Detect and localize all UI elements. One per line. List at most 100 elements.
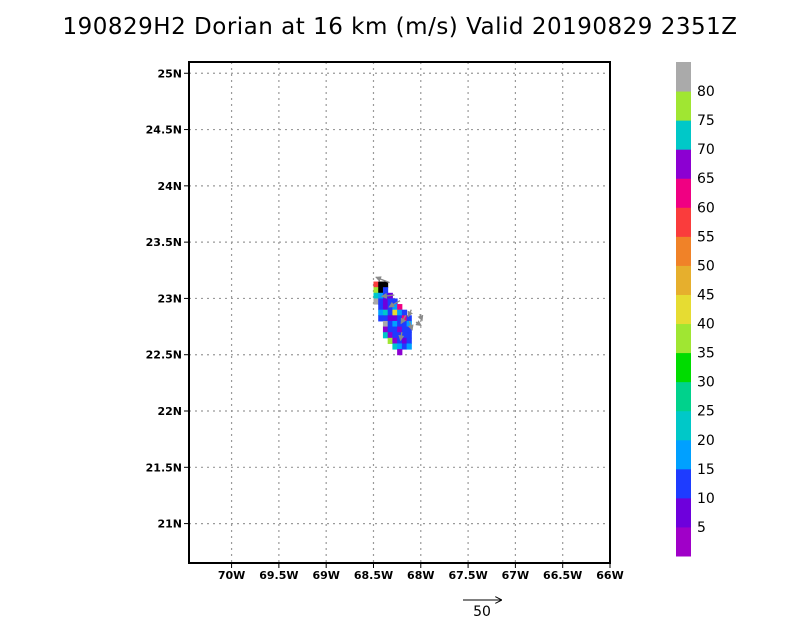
x-tick-label: 66W xyxy=(596,569,623,582)
x-tick-label: 69W xyxy=(312,569,339,582)
wind-speed-cell xyxy=(397,320,403,328)
colorbar-segment xyxy=(676,149,691,179)
wind-speed-cell xyxy=(392,343,398,350)
wind-vector-arrow xyxy=(415,320,422,327)
colorbar-segment xyxy=(676,410,691,441)
wind-speed-cell xyxy=(401,309,408,316)
wind-vector-arrow xyxy=(407,320,414,331)
plot-frame xyxy=(188,61,611,564)
wind-speed-cell xyxy=(392,337,398,344)
colorbar-segment xyxy=(676,178,691,208)
wind-speed-cell xyxy=(382,309,389,316)
y-tick-label: 21N xyxy=(157,518,182,531)
wind-speed-cell xyxy=(382,315,389,322)
x-tick-label: 70W xyxy=(218,569,245,582)
colorbar-segment xyxy=(676,62,691,92)
colorbar-segment xyxy=(676,497,691,528)
wind-speed-cell xyxy=(373,292,379,299)
wind-vector-arrow xyxy=(398,332,405,342)
wind-speed-cell xyxy=(401,326,408,333)
colorbar-label: 45 xyxy=(697,287,715,303)
wind-speed-cell xyxy=(382,326,389,333)
colorbar-label: 80 xyxy=(697,84,715,100)
wind-speed-cell xyxy=(378,309,384,316)
x-axis-ticks: 70W 69.5W 69W 68.5W 68W 67.5W 67W 66.5W 66W xyxy=(218,563,624,582)
wind-speed-cell xyxy=(382,332,389,339)
y-tick-label: 25N xyxy=(157,67,182,80)
colorbar-label: 10 xyxy=(697,491,715,507)
wind-speed-cell xyxy=(378,304,384,311)
colorbar-segment xyxy=(676,439,691,470)
wind-speed-cell xyxy=(397,343,403,350)
x-tick-label: 68W xyxy=(407,569,434,582)
colorbar-segment xyxy=(676,381,691,412)
wind-speed-cell xyxy=(387,332,393,339)
y-tick-label: 22N xyxy=(157,405,182,418)
x-tick-label: 68.5W xyxy=(354,569,393,582)
y-axis-ticks: 25N 24.5N 24N 23.5N 23N 22.5N 22N 21.5N 21N xyxy=(146,67,189,531)
y-tick-label: 23N xyxy=(157,292,182,305)
reference-vector: 50 xyxy=(463,600,501,618)
wind-speed-cell xyxy=(397,309,403,316)
chart-title: 190829H2 Dorian at 16 km (m/s) Valid 201… xyxy=(62,14,738,40)
y-tick-label: 24.5N xyxy=(146,124,182,137)
colorbar-segment xyxy=(676,265,691,295)
wind-speed-cell xyxy=(406,315,412,322)
wind-speed-cell xyxy=(382,304,389,311)
wind-speed-cell xyxy=(387,298,393,305)
wind-speed-cell xyxy=(397,337,403,344)
wind-speed-cell xyxy=(392,298,398,305)
x-tick-label: 67.5W xyxy=(448,569,487,582)
wind-speed-cell xyxy=(406,337,412,344)
colorbar-segment xyxy=(676,294,691,325)
wind-vector-arrow xyxy=(375,276,390,284)
colorbar-segment xyxy=(676,352,691,383)
wind-speed-cell xyxy=(387,320,393,328)
wind-speed-cell xyxy=(401,337,408,344)
colorbar: 5 10 15 20 25 30 35 40 45 50 55 60 65 70 75 80 xyxy=(676,62,715,557)
y-tick-label: 23.5N xyxy=(146,236,182,249)
colorbar-label: 30 xyxy=(697,375,715,391)
wind-speed-cell xyxy=(382,320,389,328)
wind-speed-cell xyxy=(382,287,389,294)
reference-vector-label: 50 xyxy=(473,604,491,618)
wind-speed-cell xyxy=(387,309,393,316)
colorbar-label: 25 xyxy=(697,404,715,420)
wind-speed-cells xyxy=(373,281,412,356)
wind-speed-cell xyxy=(392,309,398,316)
colorbar-segment xyxy=(676,526,691,557)
wind-speed-cell xyxy=(392,315,398,322)
colorbar-label: 55 xyxy=(697,229,715,245)
wind-speed-cell xyxy=(378,281,384,288)
y-tick-label: 24N xyxy=(157,180,182,193)
wind-speed-cell xyxy=(397,349,403,356)
wind-speed-cell xyxy=(378,287,384,294)
wind-speed-cell xyxy=(382,281,389,288)
colorbar-segment xyxy=(676,236,691,266)
wind-vectors xyxy=(375,276,424,342)
wind-speed-cell xyxy=(382,298,389,305)
wind-speed-cell xyxy=(378,298,384,305)
colorbar-segment xyxy=(676,323,691,354)
wind-speed-cell xyxy=(397,315,403,322)
colorbar-label: 75 xyxy=(697,113,715,129)
y-tick-label: 21.5N xyxy=(146,461,182,474)
wind-speed-cell xyxy=(373,287,379,294)
colorbar-label: 35 xyxy=(697,346,715,362)
wind-vector-arrow xyxy=(417,313,424,322)
x-tick-label: 66.5W xyxy=(543,569,582,582)
wind-speed-cell xyxy=(406,320,412,328)
wind-speed-cell xyxy=(387,326,393,333)
colorbar-label: 50 xyxy=(697,258,715,274)
wind-vector-arrow xyxy=(388,300,401,308)
colorbar-label: 60 xyxy=(697,200,715,216)
wind-speed-cell xyxy=(401,332,408,339)
wind-speed-cell xyxy=(397,304,403,311)
wind-vector-arrow xyxy=(407,309,414,318)
wind-speed-cell xyxy=(392,304,398,311)
wind-speed-cell xyxy=(406,343,412,350)
wind-speed-cell xyxy=(397,326,403,333)
colorbar-segment xyxy=(676,468,691,499)
wind-speed-cell xyxy=(387,337,393,344)
wind-speed-cell xyxy=(392,320,398,328)
